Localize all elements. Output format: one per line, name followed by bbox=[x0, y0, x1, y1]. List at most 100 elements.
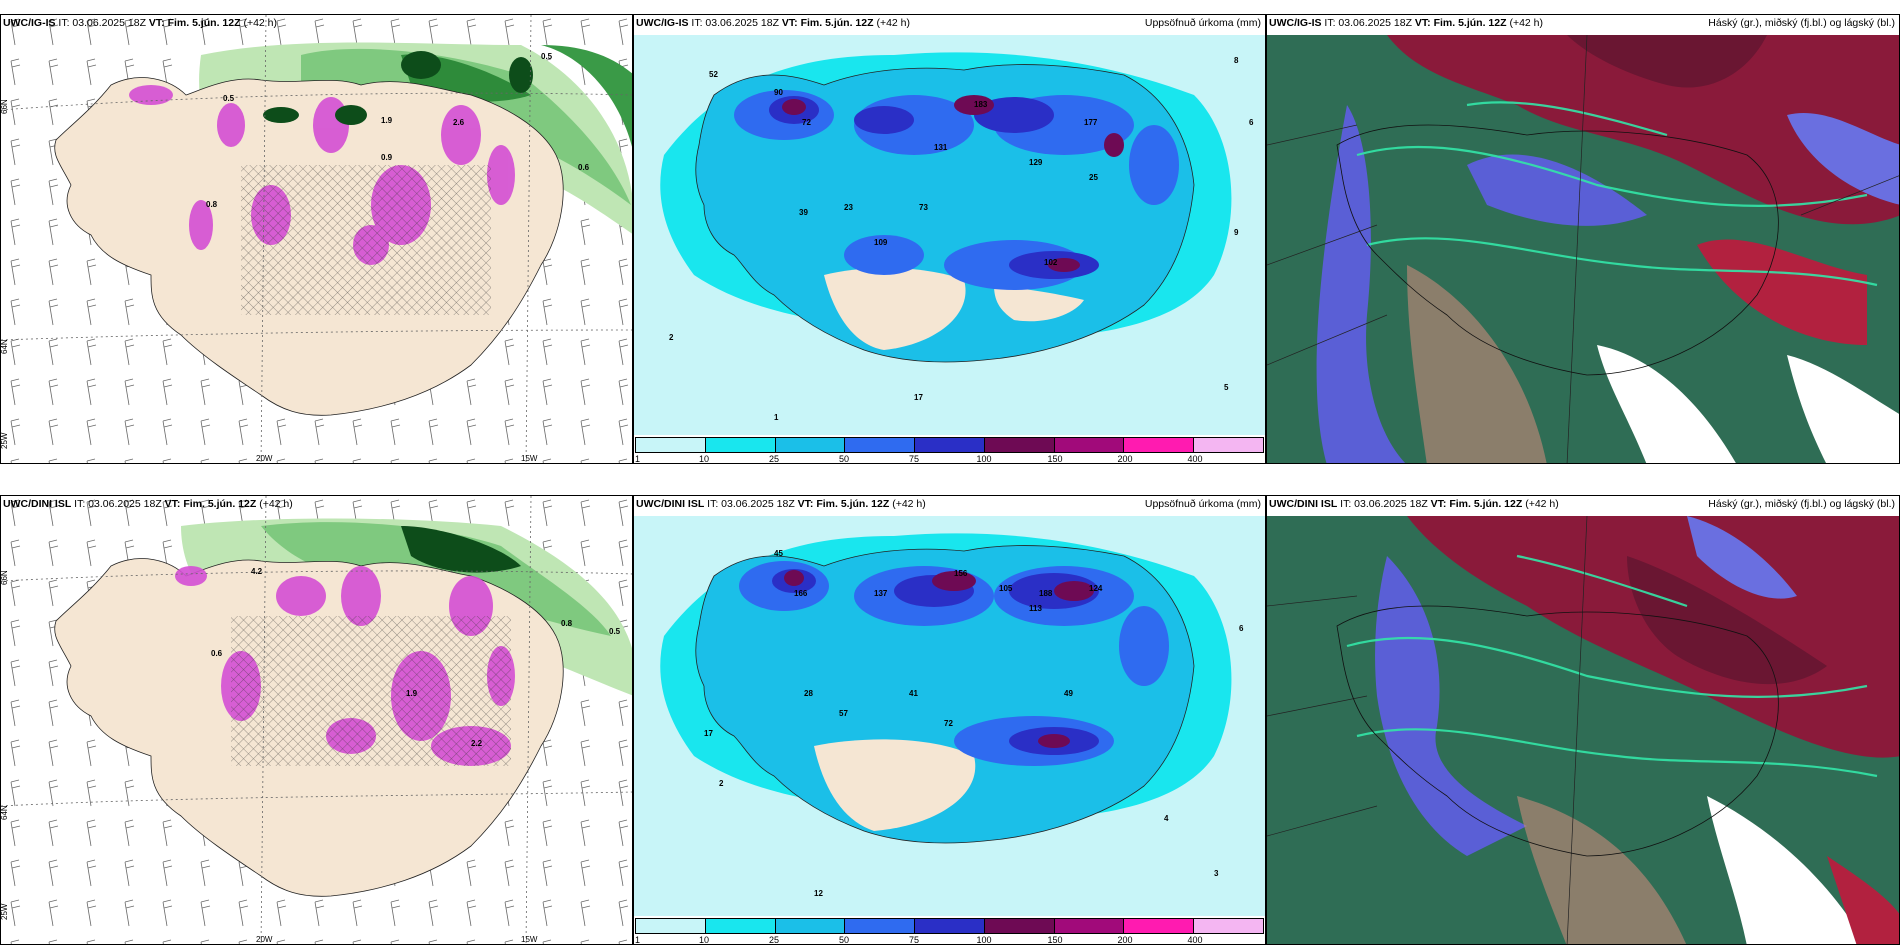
wind-value-label: 0.8 bbox=[561, 619, 573, 628]
wind-value-label: 0.6 bbox=[578, 163, 590, 172]
precip-value-label: 113 bbox=[1029, 604, 1042, 613]
precip-value-label: 49 bbox=[1064, 689, 1073, 698]
lon-label-15: 15W bbox=[521, 454, 538, 463]
precip-value-label: 41 bbox=[909, 689, 918, 698]
colorbar-tick: 400 bbox=[1187, 935, 1203, 945]
wind-value-label: 0.9 bbox=[381, 153, 393, 162]
precip-value-label: 57 bbox=[839, 709, 848, 718]
colorbar-cell bbox=[1124, 919, 1195, 933]
colorbar-tick: 25 bbox=[768, 454, 780, 464]
precip-value-label: 4 bbox=[1164, 814, 1169, 823]
precip-value-label: 23 bbox=[844, 203, 853, 212]
precip-value-label: 72 bbox=[944, 719, 953, 728]
wind-value-label: 1.9 bbox=[406, 689, 418, 698]
colorbar-cell bbox=[845, 919, 916, 933]
wind-value-label: 4.2 bbox=[251, 567, 263, 576]
map-clouds-dini bbox=[1267, 496, 1899, 944]
colorbar-tick: 150 bbox=[1047, 935, 1063, 945]
precip-value-label: 90 bbox=[774, 88, 783, 97]
colorbar-cell bbox=[705, 919, 776, 933]
precip-value-label: 17 bbox=[914, 393, 923, 402]
precip-value-label: 156 bbox=[954, 569, 968, 578]
precip-value-label: 45 bbox=[774, 549, 783, 558]
colorbar-tick: 100 bbox=[976, 454, 992, 464]
panel-header: UWC/IG-IS IT: 03.06.2025 18Z VT: Fim. 5.… bbox=[3, 17, 278, 29]
precip-value-label: 102 bbox=[1044, 258, 1058, 267]
precip-value-label: 166 bbox=[794, 589, 808, 598]
lat-label-66: 66N bbox=[1, 570, 9, 585]
map-wind-precip-ig: 66N 64N 25W 20W 15W 0.5 0.5 1.9 2.6 0.6 … bbox=[1, 15, 632, 463]
panel-bottom-mid-precip: 45 166 156 188 124 113 137 105 28 41 57 … bbox=[633, 495, 1266, 945]
colorbar-cell bbox=[775, 438, 846, 452]
colorbar-tick: 10 bbox=[698, 454, 710, 464]
lat-label-64: 64N bbox=[1, 339, 9, 354]
precip-value-label: 72 bbox=[802, 118, 811, 127]
panel-header: UWC/DINI ISL IT: 03.06.2025 18Z VT: Fim.… bbox=[1269, 498, 1895, 510]
precip-value-label: 1 bbox=[774, 413, 779, 422]
colorbar-cell bbox=[984, 438, 1055, 452]
precip-value-label: 9 bbox=[1234, 228, 1239, 237]
precip-value-label: 6 bbox=[1249, 118, 1254, 127]
precip-value-label: 5 bbox=[1224, 383, 1229, 392]
lon-label-25: 25W bbox=[1, 903, 9, 920]
panel-top-left-wind-precip: 66N 64N 25W 20W 15W 0.5 0.5 1.9 2.6 0.6 … bbox=[0, 14, 633, 464]
lon-label-15: 15W bbox=[521, 935, 538, 944]
colorbar-cell bbox=[984, 919, 1055, 933]
colorbar-tick: 25 bbox=[768, 935, 780, 945]
colorbar-cell bbox=[1194, 919, 1264, 933]
precip-value-label: 52 bbox=[709, 70, 718, 79]
lon-label-20: 20W bbox=[256, 935, 273, 944]
colorbar-tick: 200 bbox=[1117, 454, 1133, 464]
colorbar-tick: 200 bbox=[1117, 935, 1133, 945]
colorbar-cell bbox=[1054, 919, 1125, 933]
colorbar-tick: 400 bbox=[1187, 454, 1203, 464]
lat-label-66: 66N bbox=[1, 99, 9, 114]
wind-value-label: 0.5 bbox=[223, 94, 235, 103]
wind-value-label: 0.5 bbox=[541, 52, 553, 61]
precip-value-label: 12 bbox=[814, 889, 823, 898]
precip-value-label: 2 bbox=[719, 779, 724, 788]
colorbar-cell bbox=[636, 438, 706, 452]
precip-colorbar: 1 10 25 50 75 100 150 200 400 bbox=[634, 435, 1265, 463]
colorbar-tick: 1 bbox=[635, 935, 641, 945]
colorbar-cell bbox=[705, 438, 776, 452]
map-precip-ig: 90 72 183 177 129 131 102 73 109 25 39 2… bbox=[634, 15, 1265, 463]
wind-value-label: 0.5 bbox=[609, 627, 621, 636]
colorbar-cell bbox=[1124, 438, 1195, 452]
panel-header: UWC/IG-IS IT: 03.06.2025 18Z VT: Fim. 5.… bbox=[636, 17, 1261, 29]
panel-header: UWC/DINI ISL IT: 03.06.2025 18Z VT: Fim.… bbox=[636, 498, 1261, 510]
precip-value-label: 124 bbox=[1089, 584, 1103, 593]
colorbar-tick: 150 bbox=[1047, 454, 1063, 464]
colorbar-tick: 75 bbox=[908, 935, 920, 945]
panel-top-right-clouds: UWC/IG-IS IT: 03.06.2025 18Z VT: Fim. 5.… bbox=[1266, 14, 1900, 464]
lon-label-20: 20W bbox=[256, 454, 273, 463]
precip-value-label: 3 bbox=[1214, 869, 1219, 878]
map-precip-dini: 45 166 156 188 124 113 137 105 28 41 57 … bbox=[634, 496, 1265, 944]
precip-value-label: 6 bbox=[1239, 624, 1244, 633]
lon-label-25: 25W bbox=[1, 432, 9, 449]
precip-value-label: 177 bbox=[1084, 118, 1098, 127]
colorbar-cell bbox=[775, 919, 846, 933]
wind-value-label: 0.6 bbox=[211, 649, 223, 658]
precip-value-label: 73 bbox=[919, 203, 928, 212]
colorbar-cell bbox=[915, 438, 985, 452]
colorbar-tick: 75 bbox=[908, 454, 920, 464]
map-clouds-ig bbox=[1267, 15, 1899, 463]
colorbar-cell bbox=[636, 919, 706, 933]
precip-colorbar: 1 10 25 50 75 100 150 200 400 bbox=[634, 916, 1265, 944]
precip-value-label: 25 bbox=[1089, 173, 1098, 182]
panel-bottom-right-clouds: UWC/DINI ISL IT: 03.06.2025 18Z VT: Fim.… bbox=[1266, 495, 1900, 945]
colorbar-cell bbox=[845, 438, 916, 452]
map-wind-precip-dini: 66N 64N 25W 20W 15W 0.5 0.8 0.6 1.9 2.2 … bbox=[1, 496, 632, 944]
wind-value-label: 1.9 bbox=[381, 116, 393, 125]
panel-top-mid-precip: 90 72 183 177 129 131 102 73 109 25 39 2… bbox=[633, 14, 1266, 464]
colorbar-tick: 50 bbox=[838, 935, 850, 945]
colorbar-tick: 100 bbox=[976, 935, 992, 945]
precip-value-label: 188 bbox=[1039, 589, 1053, 598]
colorbar-tick: 50 bbox=[838, 454, 850, 464]
precip-value-label: 109 bbox=[874, 238, 888, 247]
precip-value-label: 183 bbox=[974, 100, 988, 109]
precip-value-label: 8 bbox=[1234, 56, 1239, 65]
precip-value-label: 105 bbox=[999, 584, 1013, 593]
precip-value-label: 131 bbox=[934, 143, 948, 152]
